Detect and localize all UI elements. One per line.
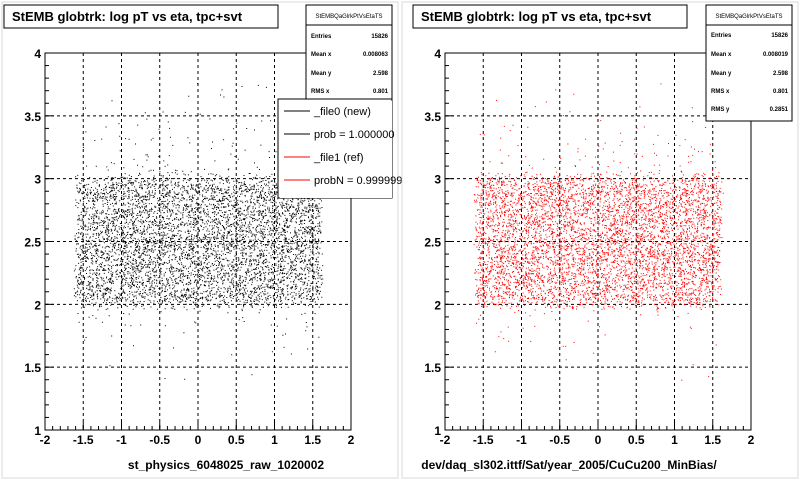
legend-fill	[280, 101, 392, 198]
legend-label-prob: prob = 1.000000	[314, 129, 394, 141]
right-x-tick-label: 1.5	[704, 433, 721, 447]
right-x-tick-label: -1	[516, 433, 527, 447]
right-y-tick-label: 1.5	[424, 361, 441, 375]
right-chart-title: StEMB globtrk: log pT vs eta, tpc+svt	[421, 9, 652, 24]
right-title-box	[412, 4, 688, 29]
left-x-tick-label: 0	[195, 433, 202, 447]
legend-box: _file0 (new) prob = 1.000000 _file1 (ref…	[277, 98, 402, 199]
left-title-box	[3, 4, 279, 29]
left-x-tick-label: 1.5	[304, 433, 321, 447]
right-x-tick-label: 0	[595, 433, 602, 447]
right-stat-value-rms-x: 0.801	[773, 89, 789, 95]
right-stat-label-mean-y: Mean y	[711, 71, 732, 77]
right-y-tick-label: 3.5	[424, 110, 441, 124]
left-y-tick-label: 2.5	[24, 236, 41, 250]
right-y-tick-label: 2.5	[424, 236, 441, 250]
right-y-tick-label: 2	[434, 298, 441, 312]
right-x-tick-label: 1	[671, 433, 678, 447]
left-x-tick-label: 0.5	[228, 433, 245, 447]
right-stat-label-rms-y: RMS y	[711, 107, 730, 113]
right-x-tick-label: -0.5	[549, 433, 570, 447]
left-stat-value-entries: 15826	[371, 34, 388, 40]
right-stat-value-mean-x: 0.008019	[763, 52, 789, 58]
left-stats-box: StEMBQaGlrkPtVsEtaTS Entries 15826 Mean …	[305, 4, 393, 107]
left-y-tick-label: 3	[34, 173, 41, 187]
left-stat-value-mean-x: 0.008063	[363, 52, 389, 58]
right-stat-value-mean-y: 2.598	[773, 71, 789, 77]
left-panel: -2 -1.5 -1 -0.5 0 0.5 1 1.5 2 1 1.5 2 2.5 3 3.5 4 StEMB…	[1, 1, 402, 479]
right-x-tick-label: -1.5	[473, 433, 494, 447]
left-stats-frame	[305, 4, 393, 107]
left-y-tick-label: 3.5	[24, 110, 41, 124]
left-stats-header: StEMBQaGlrkPtVsEtaTS	[315, 14, 382, 20]
right-x-tick-label: -2	[440, 433, 451, 447]
left-stat-value-rms-x: 0.801	[373, 89, 389, 95]
legend-label-file0: _file0 (new)	[313, 106, 371, 118]
right-stat-value-entries: 15826	[771, 33, 788, 39]
left-y-tick-label: 4	[34, 47, 41, 61]
right-stat-label-entries: Entries	[711, 33, 732, 39]
left-y-tick-label: 1	[34, 424, 41, 438]
left-x-tick-label: 1	[271, 433, 278, 447]
left-x-axis-label: st_physics_6048025_raw_1020002	[128, 458, 324, 472]
right-stats-frame	[705, 4, 793, 122]
right-y-tick-label: 3	[434, 173, 441, 187]
right-x-tick-label: 2	[748, 433, 755, 447]
left-stat-value-mean-y: 2.598	[373, 71, 389, 77]
left-scatter-series	[73, 83, 324, 380]
left-y-tick-label: 2	[34, 298, 41, 312]
right-scatter-points	[473, 83, 724, 381]
right-stat-value-rms-y: 0.2851	[770, 107, 789, 113]
left-stat-label-mean-x: Mean x	[311, 52, 332, 58]
left-stat-label-rms-x: RMS x	[311, 89, 330, 95]
left-chart-title: StEMB globtrk: log pT vs eta, tpc+svt	[12, 9, 243, 24]
right-x-axis-label: dev/daq_sl302.ittf/Sat/year_2005/CuCu200…	[421, 458, 717, 472]
right-stats-header: StEMBQaGlrkPtVsEtaTS	[715, 14, 782, 20]
left-x-tick-label: -2	[40, 433, 51, 447]
left-x-tick-label: -1.5	[73, 433, 94, 447]
right-stat-label-rms-x: RMS x	[711, 89, 730, 95]
left-axis-ticks: -2 -1.5 -1 -0.5 0 0.5 1 1.5 2 1 1.5 2 2.5 3 3.5 4	[24, 47, 354, 447]
right-stats-box: StEMBQaGlrkPtVsEtaTS Entries 15826 Mean …	[705, 4, 793, 122]
legend-label-probn: probN = 0.999999	[314, 175, 402, 187]
legend-label-file1: _file1 (ref)	[313, 152, 364, 164]
left-scatter-points	[73, 83, 324, 380]
left-x-tick-label: -1	[116, 433, 127, 447]
left-stat-label-mean-y: Mean y	[311, 71, 332, 77]
right-grid	[445, 53, 751, 430]
right-y-tick-label: 4	[434, 47, 441, 61]
right-panel: -2 -1.5 -1 -0.5 0 0.5 1 1.5 2 1 1.5 2 2.5 3 3.5 4 StEMB…	[401, 1, 799, 479]
left-x-tick-label: -0.5	[149, 433, 170, 447]
left-y-tick-label: 1.5	[24, 361, 41, 375]
right-axis-ticks: -2 -1.5 -1 -0.5 0 0.5 1 1.5 2 1 1.5 2 2.5 3 3.5 4	[424, 47, 754, 447]
right-y-tick-label: 1	[434, 424, 441, 438]
right-scatter-series	[473, 83, 724, 381]
left-x-tick-label: 2	[348, 433, 355, 447]
right-x-tick-label: 0.5	[628, 433, 645, 447]
left-stat-label-entries: Entries	[311, 34, 332, 40]
right-stat-label-mean-x: Mean x	[711, 52, 732, 58]
